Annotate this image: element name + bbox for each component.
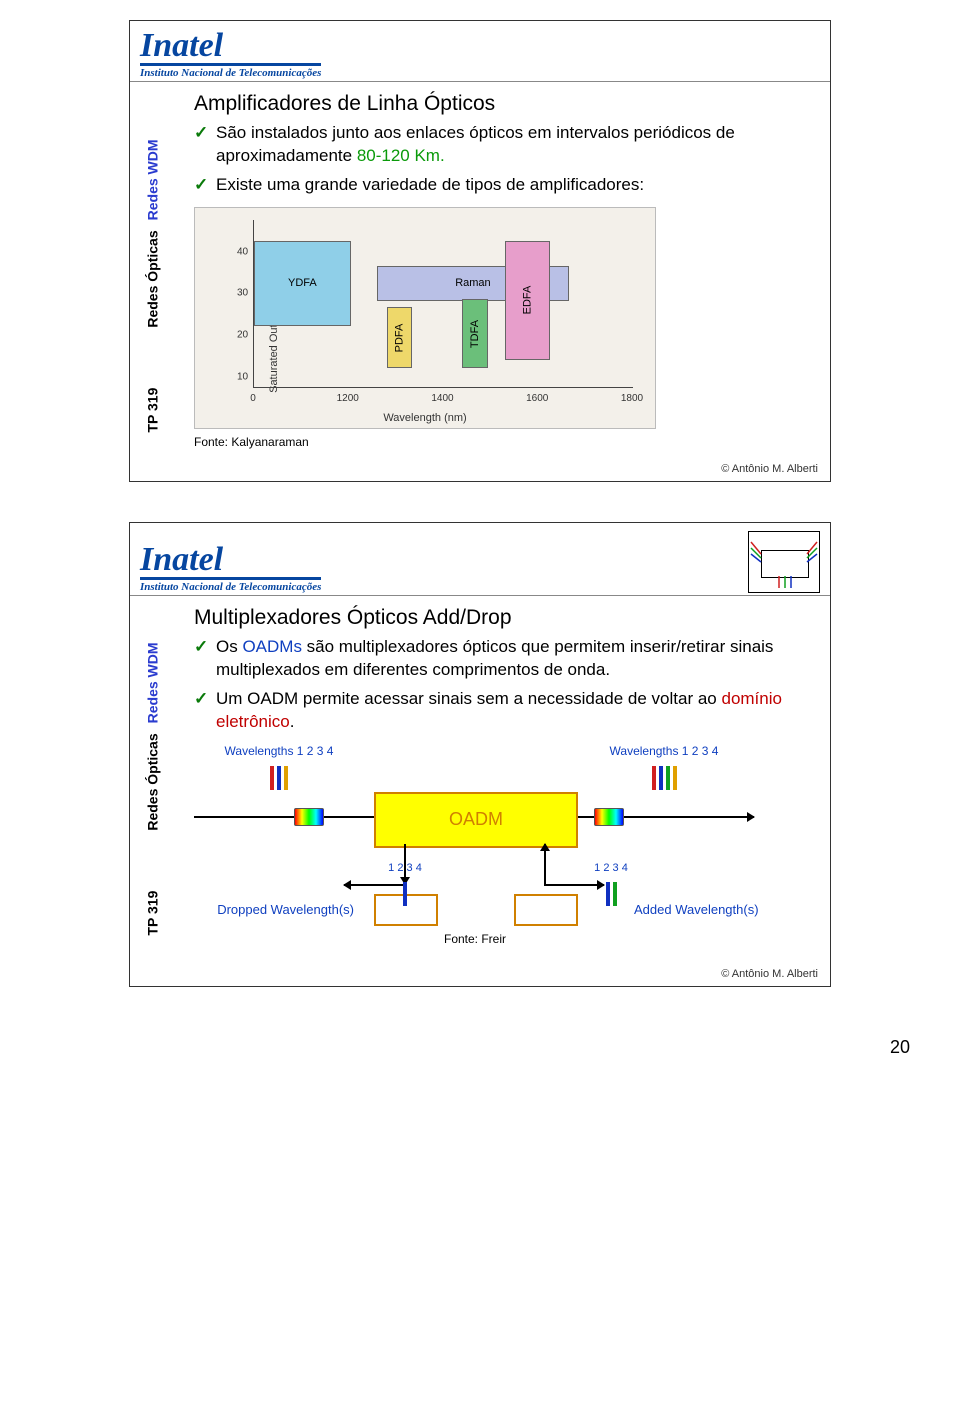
t1: Os [216, 637, 242, 656]
page-number: 20 [20, 1027, 940, 1068]
logo-name: Inatel [140, 543, 321, 577]
oadm-mini-icon [748, 531, 820, 593]
amp-block-tdfa: TDFA [462, 299, 488, 368]
logo-subtitle: Instituto Nacional de Telecomunicações [140, 577, 321, 593]
amp-block-label: Raman [455, 277, 490, 289]
xtick: 1600 [526, 393, 548, 404]
oadm-box: OADM [374, 792, 578, 848]
wl-out: Wavelengths 1 2 3 4 [584, 744, 744, 790]
amp-block-ydfa: YDFA [254, 241, 351, 327]
side-label-2: Redes WDM [145, 643, 161, 724]
oadm-diagram: Wavelengths 1 2 3 4Wavelengths 1 2 3 4OA… [194, 744, 754, 954]
xtick: 1800 [621, 393, 643, 404]
prism-icon [294, 808, 324, 826]
copyright: © Antônio M. Alberti [130, 966, 830, 986]
slide-1-title: Amplificadores de Linha Ópticos [194, 92, 810, 116]
amp-block-label: TDFA [469, 319, 481, 347]
bullet-2: Existe uma grande variedade de tipos de … [194, 174, 810, 197]
course-code: TP 319 [145, 891, 161, 936]
logo: Inatel Instituto Nacional de Telecomunic… [140, 543, 321, 593]
add-line [544, 844, 546, 884]
xtick: 1200 [337, 393, 359, 404]
bullet-1: São instalados junto aos enlaces ópticos… [194, 122, 810, 168]
ytick: 10 [237, 371, 248, 382]
side-label-2: Redes WDM [145, 139, 161, 220]
course-code: TP 319 [145, 388, 161, 433]
drop-label: Dropped Wavelength(s) [184, 902, 354, 917]
side-label-1: Redes Ópticas [145, 230, 161, 327]
bullet-1-accent: 80-120 Km. [357, 146, 445, 165]
ytick: 20 [237, 330, 248, 341]
sidebar: TP 319 Redes Ópticas Redes WDM [136, 603, 170, 976]
logo: Inatel Instituto Nacional de Telecomunic… [140, 29, 321, 79]
slide-2: Inatel Instituto Nacional de Telecomunic… [129, 522, 831, 987]
amp-block-edfa: EDFA [505, 241, 550, 360]
logo-subtitle: Instituto Nacional de Telecomunicações [140, 63, 321, 79]
amplifier-chart: Saturated Output power (dBm) Wavelength … [194, 207, 656, 429]
prism-icon [594, 808, 624, 826]
add-label: Added Wavelength(s) [634, 902, 794, 917]
side-label-1: Redes Ópticas [145, 734, 161, 831]
add-bars: 1 2 3 4 [576, 862, 646, 906]
slide-2-content: Multiplexadores Ópticos Add/Drop Os OADM… [184, 596, 830, 966]
ytick: 40 [237, 246, 248, 257]
bullet-1: Os OADMs são multiplexadores ópticos que… [194, 636, 810, 682]
xtick: 0 [250, 393, 256, 404]
xtick: 1400 [431, 393, 453, 404]
slide-1: Inatel Instituto Nacional de Telecomunic… [129, 20, 831, 482]
source-label: Fonte: Freir [444, 932, 506, 946]
slide-header: Inatel Instituto Nacional de Telecomunic… [130, 21, 830, 82]
amp-block-pdfa: PDFA [387, 307, 413, 367]
x-axis-label: Wavelength (nm) [383, 412, 466, 424]
plot-area: YDFA Raman PDFA TDFA EDFA [253, 220, 633, 388]
t4: Um OADM permite acessar sinais sem a nec… [216, 689, 721, 708]
t2: OADMs [242, 637, 302, 656]
bullet-1-text: São instalados junto aos enlaces ópticos… [216, 123, 735, 165]
drop-bars: 1 2 3 4 [370, 862, 440, 906]
amp-block-label: EDFA [521, 286, 533, 315]
amp-block-label: PDFA [393, 323, 405, 352]
copyright: © Antônio M. Alberti [130, 461, 830, 481]
sidebar: TP 319 Redes Ópticas Redes WDM [136, 101, 170, 471]
source-label: Fonte: Kalyanaraman [194, 435, 810, 449]
wl-in: Wavelengths 1 2 3 4 [204, 744, 354, 790]
ytick: 30 [237, 288, 248, 299]
bullet-2: Um OADM permite acessar sinais sem a nec… [194, 688, 810, 734]
amp-block-label: YDFA [288, 277, 317, 289]
logo-name: Inatel [140, 29, 321, 63]
slide-header: Inatel Instituto Nacional de Telecomunic… [130, 523, 830, 596]
add-box [514, 894, 578, 926]
slide-2-title: Multiplexadores Ópticos Add/Drop [194, 606, 810, 630]
t6: . [290, 712, 295, 731]
slide-1-content: Amplificadores de Linha Ópticos São inst… [184, 82, 830, 461]
